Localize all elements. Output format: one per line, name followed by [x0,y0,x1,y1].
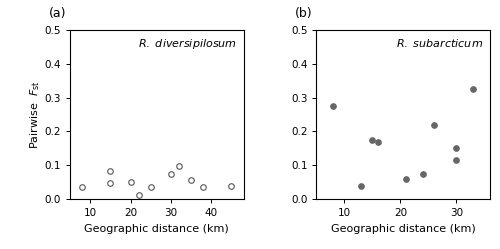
Text: $\it{R.}$ $\it{subarcticum}$: $\it{R.}$ $\it{subarcticum}$ [396,37,483,49]
X-axis label: Geographic distance (km): Geographic distance (km) [331,224,476,234]
X-axis label: Geographic distance (km): Geographic distance (km) [84,224,229,234]
Text: (a): (a) [49,7,66,20]
Text: $\it{R.}$ $\it{diversipilosum}$: $\it{R.}$ $\it{diversipilosum}$ [138,37,236,51]
Y-axis label: Pairwise  $\mathit{F}_{\mathrm{st}}$: Pairwise $\mathit{F}_{\mathrm{st}}$ [28,80,42,149]
Text: (b): (b) [296,7,313,20]
